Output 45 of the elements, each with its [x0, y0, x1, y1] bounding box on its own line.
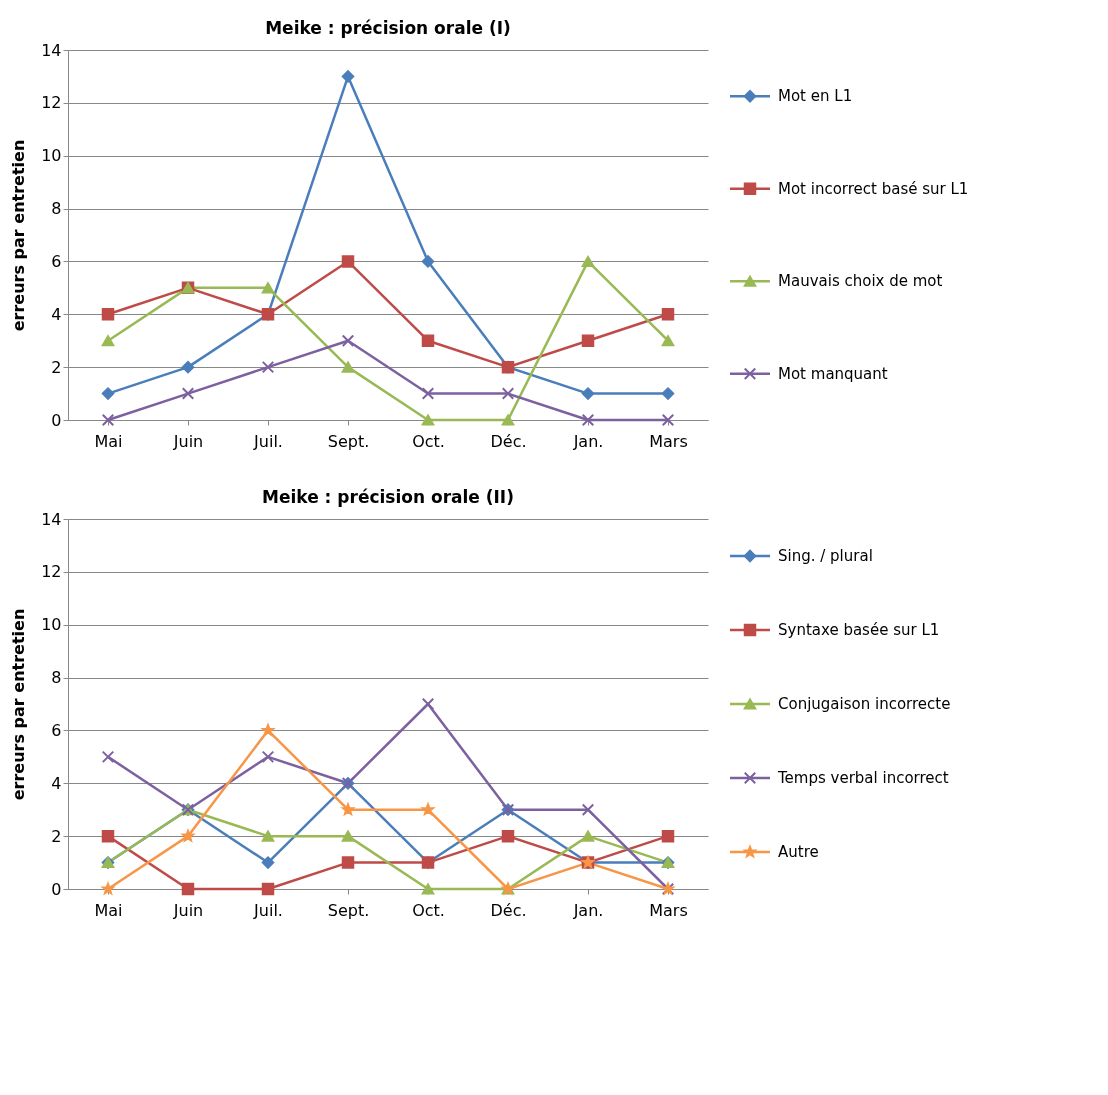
y-tick-label: 4: [51, 304, 62, 324]
legend-label: Mot incorrect basé sur L1: [778, 179, 969, 198]
y-tick-label: 12: [41, 562, 62, 582]
x-tick-label: Mars: [649, 900, 688, 920]
y-axis-title: erreurs par entretien: [9, 608, 29, 801]
x-tick-label: Juil.: [253, 900, 283, 920]
x-tick-label: Jan.: [572, 431, 604, 451]
x-tick-label: Juin: [172, 900, 204, 920]
x-tick-label: Mai: [94, 431, 123, 451]
y-tick-label: 8: [51, 668, 62, 688]
y-tick-label: 2: [51, 826, 62, 846]
x-tick-label: Juil.: [253, 431, 283, 451]
y-tick-label: 0: [51, 410, 62, 430]
x-tick-label: Mars: [649, 431, 688, 451]
legend-label: Temps verbal incorrect: [777, 769, 949, 787]
y-tick-label: 10: [41, 615, 62, 635]
legend-label: Conjugaison incorrecte: [778, 695, 951, 713]
y-tick-label: 6: [51, 251, 62, 271]
x-tick-label: Jan.: [572, 900, 604, 920]
x-tick-label: Oct.: [412, 900, 445, 920]
x-tick-label: Oct.: [412, 431, 445, 451]
y-tick-label: 8: [51, 199, 62, 219]
y-tick-label: 14: [41, 509, 62, 529]
y-axis-title: erreurs par entretien: [9, 139, 29, 332]
legend-label: Autre: [778, 843, 819, 861]
x-tick-label: Mai: [94, 900, 123, 920]
y-tick-label: 6: [51, 720, 62, 740]
legend-label: Mot en L1: [778, 87, 853, 106]
legend-label: Syntaxe basée sur L1: [778, 621, 940, 639]
y-tick-label: 14: [41, 40, 62, 60]
x-tick-label: Déc.: [490, 900, 527, 920]
chart-title: Meike : précision orale (I): [265, 18, 511, 38]
y-tick-label: 2: [51, 357, 62, 377]
x-tick-label: Sept.: [327, 900, 370, 920]
legend-label: Mot manquant: [778, 364, 888, 383]
x-tick-label: Juin: [172, 431, 204, 451]
y-tick-label: 10: [41, 146, 62, 166]
y-tick-label: 0: [51, 879, 62, 899]
x-tick-label: Sept.: [327, 431, 370, 451]
y-tick-label: 4: [51, 773, 62, 793]
legend-label: Sing. / plural: [778, 547, 873, 565]
legend-label: Mauvais choix de mot: [778, 272, 943, 291]
y-tick-label: 12: [41, 93, 62, 113]
chart-title: Meike : précision orale (II): [262, 487, 514, 507]
x-tick-label: Déc.: [490, 431, 527, 451]
